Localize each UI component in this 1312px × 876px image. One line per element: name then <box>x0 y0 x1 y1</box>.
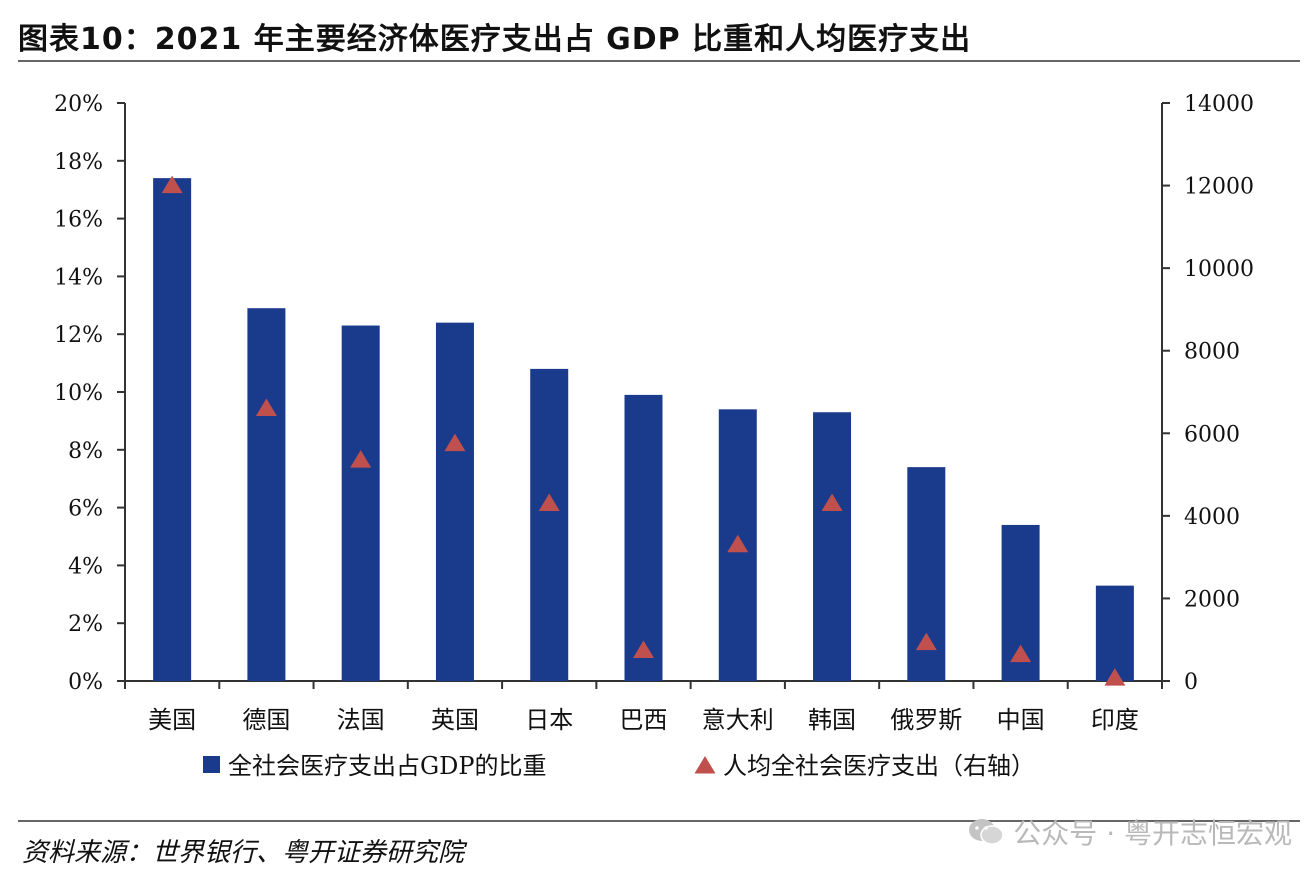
right-tick-label: 12000 <box>1184 175 1254 200</box>
chart-legend: 全社会医疗支出占GDP的比重 人均全社会医疗支出（右轴） <box>203 752 1035 780</box>
right-tick-label: 2000 <box>1184 587 1240 612</box>
category-label: 英国 <box>431 706 479 734</box>
triangle-marker <box>633 640 654 658</box>
triangle-marker <box>727 534 749 553</box>
triangle-marker <box>915 632 937 651</box>
chart-axes: 0% 2% 4% 6% 8% 10% 12% 14% 16% 18% 20% 0 2000 4000 600… <box>54 92 1254 695</box>
category-label: 德国 <box>242 706 290 734</box>
category-label: 巴西 <box>620 706 668 734</box>
marker-series <box>161 175 1126 686</box>
left-tick-label: 10% <box>54 381 103 406</box>
triangle-marker <box>350 450 372 468</box>
bar <box>624 394 663 681</box>
left-tick-label: 18% <box>54 150 103 175</box>
bar <box>530 368 569 681</box>
bar <box>247 308 286 681</box>
category-label: 韩国 <box>808 706 856 734</box>
left-tick-label: 14% <box>54 265 103 290</box>
chart-canvas: 0% 2% 4% 6% 8% 10% 12% 14% 16% 18% 20% 0 2000 4000 600… <box>54 92 1254 780</box>
left-tick-label: 16% <box>54 208 103 233</box>
left-tick-label: 6% <box>68 497 103 522</box>
category-label: 日本 <box>525 706 573 734</box>
bar <box>813 412 852 681</box>
category-label: 意大利 <box>702 706 774 734</box>
legend-triangle-swatch <box>694 756 716 774</box>
category-label: 印度 <box>1091 706 1139 734</box>
bar-series <box>153 178 1134 681</box>
left-tick-label: 0% <box>68 670 103 695</box>
right-tick-label: 6000 <box>1184 422 1240 447</box>
category-labels: 美国 德国 法国 英国 日本 巴西 意大利 韩国 俄罗斯 中国 印度 <box>148 706 1139 734</box>
bar <box>153 178 192 681</box>
left-tick-label: 12% <box>54 323 103 348</box>
left-tick-label: 8% <box>68 439 103 464</box>
legend-bar-label: 全社会医疗支出占GDP的比重 <box>228 752 547 780</box>
category-label: 中国 <box>997 706 1045 734</box>
triangle-marker <box>255 398 277 417</box>
right-tick-label: 8000 <box>1184 340 1240 365</box>
left-tick-label: 2% <box>68 612 103 637</box>
title-divider <box>18 60 1300 62</box>
triangle-marker <box>444 433 466 452</box>
category-label: 美国 <box>148 706 196 734</box>
left-tick-label: 20% <box>54 92 103 117</box>
bar <box>1095 585 1134 681</box>
triangle-marker <box>161 175 183 194</box>
triangle-marker <box>1010 644 1032 663</box>
legend-bar-swatch <box>203 756 220 773</box>
source-divider <box>18 820 1300 822</box>
right-tick-label: 4000 <box>1184 505 1240 530</box>
bar <box>435 322 474 681</box>
category-label: 法国 <box>337 706 385 734</box>
watermark-text: 公众号 · 粤开志恒宏观 <box>1013 817 1292 850</box>
left-tick-label: 4% <box>68 554 103 579</box>
bar <box>341 325 380 681</box>
right-tick-label: 10000 <box>1184 257 1254 282</box>
chart-title: 图表10：2021 年主要经济体医疗支出占 GDP 比重和人均医疗支出 <box>18 22 972 57</box>
triangle-marker <box>538 493 560 511</box>
category-label: 俄罗斯 <box>890 706 962 734</box>
right-tick-label: 14000 <box>1184 92 1254 117</box>
triangle-marker <box>821 493 843 511</box>
watermark: 公众号 · 粤开志恒宏观 <box>967 812 1292 852</box>
legend-triangle-label: 人均全社会医疗支出（右轴） <box>723 752 1035 780</box>
right-tick-label: 0 <box>1184 670 1198 695</box>
source-note: 资料来源：世界银行、粤开证券研究院 <box>22 838 465 868</box>
wechat-icon <box>969 819 1005 845</box>
triangle-marker <box>1104 668 1126 686</box>
